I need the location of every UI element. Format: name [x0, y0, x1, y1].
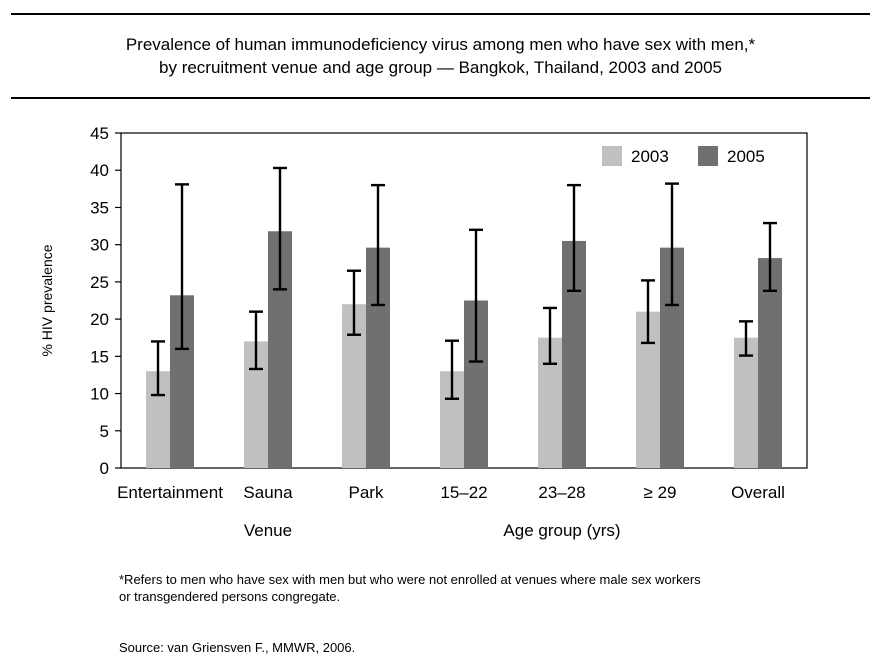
footnote-line2: or transgendered persons congregate. — [119, 589, 341, 604]
legend-label: 2005 — [727, 147, 765, 166]
bar-chart: 0 5 10 15 20 25 30 35 40 45 % HIV prevalence Entert… — [39, 124, 808, 540]
y-tick-label: 0 — [100, 459, 109, 478]
y-tick-label: 35 — [90, 198, 109, 217]
y-tick-label: 5 — [100, 422, 109, 441]
bottom-rule — [11, 97, 870, 99]
y-tick-label: 40 — [90, 161, 109, 180]
y-axis-label: % HIV prevalence — [39, 244, 55, 356]
x-category-label: Entertainment — [117, 483, 223, 502]
source-note: Source: van Griensven F., MMWR, 2006. — [119, 640, 356, 655]
legend-label: 2003 — [631, 147, 669, 166]
x-category-label: 23–28 — [538, 483, 585, 502]
legend-swatch-2005 — [698, 146, 718, 166]
y-tick-label: 30 — [90, 236, 109, 255]
top-rule — [11, 13, 870, 15]
bar-2003-6 — [734, 337, 758, 468]
y-tick-label: 15 — [90, 347, 109, 366]
chart-title-line2: by recruitment venue and age group — Ban… — [159, 58, 722, 77]
x-category-label: Sauna — [243, 483, 293, 502]
x-category-label: 15–22 — [440, 483, 487, 502]
legend-swatch-2003 — [602, 146, 622, 166]
y-tick-label: 20 — [90, 310, 109, 329]
y-tick-label: 25 — [90, 273, 109, 292]
x-category-label: Park — [349, 483, 384, 502]
chart-title-line1: Prevalence of human immunodeficiency vir… — [125, 35, 756, 54]
x-group-label: Age group (yrs) — [503, 521, 620, 540]
x-category-label: Overall — [731, 483, 785, 502]
x-group-label: Venue — [244, 521, 292, 540]
y-tick-label: 45 — [90, 124, 109, 143]
x-category-label: ≥ 29 — [644, 483, 677, 502]
bar-2005-6 — [758, 258, 782, 468]
footnote-line1: *Refers to men who have sex with men but… — [119, 572, 701, 587]
y-tick-label: 10 — [90, 385, 109, 404]
